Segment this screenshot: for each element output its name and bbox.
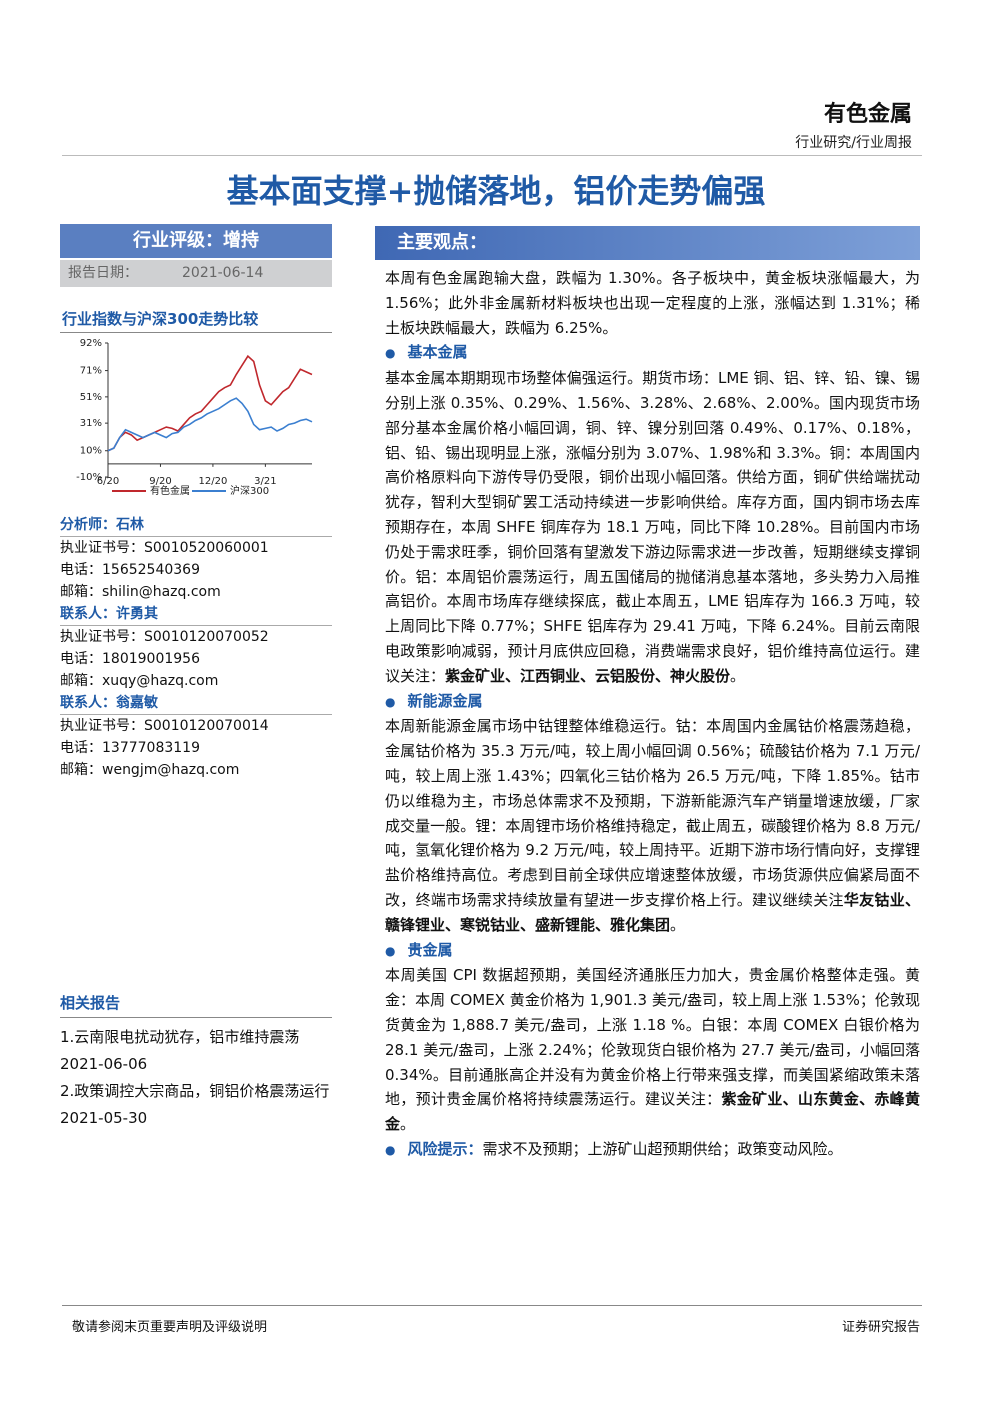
contact-line: 邮箱：shilin@hazq.com xyxy=(60,584,221,600)
legend-label: 有色金属 xyxy=(150,484,190,497)
section-heading: 贵金属 xyxy=(385,938,920,964)
contact-line: 执业证书号：S0010120070052 xyxy=(60,629,269,645)
main-body: 本周有色金属跑输大盘，跌幅为 1.30%。各子板块中，黄金板块涨幅最大，为 1.… xyxy=(385,266,920,1163)
y-tick-label: 71% xyxy=(80,366,102,377)
related-heading: 相关报告 xyxy=(60,990,332,1018)
text-run: 。 xyxy=(670,915,686,934)
text-run: 。 xyxy=(730,666,746,685)
x-tick-label: 3/21 xyxy=(254,476,276,487)
chart: 92% 71% 51% 31% 10% -10%6/20 9/20 12/20 3/21 有色金属… xyxy=(76,338,313,497)
risk-label: 风险提示： xyxy=(385,1140,483,1158)
text-run: 基本金属本期期现市场整体偏强运行。期货市场：LME 铜、铝、锌、铅、镍、锡分别上… xyxy=(385,369,920,685)
text-run: 本周新能源金属市场中钴锂整体维稳运行。钴：本周国内金属钴价格震荡趋稳，金属钴价格… xyxy=(385,717,920,909)
rule xyxy=(60,332,332,333)
related-item: 2.政策调控大宗商品，铜铝价格震荡运行 2021-05-30 xyxy=(60,1082,330,1127)
contacts: 分析师：石林执业证书号：S0010520060001 电话：15652540369… xyxy=(60,514,332,781)
section-heading: 基本金属 xyxy=(385,340,920,366)
rule xyxy=(62,155,922,156)
series-line xyxy=(107,397,313,452)
contact-heading: 分析师：石林 xyxy=(60,514,332,537)
contact-line: 电话：15652540369 xyxy=(60,562,200,578)
footer-right: 证券研究报告 xyxy=(841,1320,920,1335)
y-tick-label: -10% xyxy=(76,472,102,483)
y-tick-label: 92% xyxy=(80,338,102,349)
contact-line: 电话：18019001956 xyxy=(60,651,200,667)
contact-line: 电话：13777083119 xyxy=(60,740,200,756)
category: 有色金属 xyxy=(823,101,912,127)
related-item: 1.云南限电扰动犹存，铝市维持震荡 2021-06-06 xyxy=(60,1028,300,1073)
x-tick-label: 6/20 xyxy=(97,476,119,487)
text-run: 紫金矿业、山东黄金、赤峰黄金 xyxy=(385,1090,920,1134)
section-heading: 新能源金属 xyxy=(385,689,920,715)
date-label: 报告日期： xyxy=(68,265,138,281)
text-run: 华友钴业、赣锋锂业、寒锐钴业、盛新锂能、雅化集团 xyxy=(385,890,920,934)
rule xyxy=(62,1305,922,1306)
footer-left: 敬请参阅末页重要声明及评级说明 xyxy=(72,1320,268,1335)
chart-title: 行业指数与沪深300走势比较 xyxy=(62,310,259,328)
x-tick-label: 9/20 xyxy=(149,476,171,487)
date-value: 2021-06-14 xyxy=(182,265,264,281)
rating: 行业评级：增持 xyxy=(60,224,332,258)
y-tick-label: 10% xyxy=(80,446,102,457)
contact-heading: 联系人：翁嘉敏 xyxy=(60,692,332,715)
x-tick-label: 12/20 xyxy=(199,476,228,487)
main-heading: 主要观点： xyxy=(375,226,920,260)
paragraph: 基本金属本期期现市场整体偏强运行。期货市场：LME 铜、铝、锌、铅、镍、锡分别上… xyxy=(385,366,920,688)
text-run: 。 xyxy=(400,1115,416,1134)
contact-line: 执业证书号：S0010520060001 xyxy=(60,540,269,556)
risk-text: 需求不及预期；上游矿山超预期供给；政策变动风险。 xyxy=(482,1139,843,1158)
contact-line: 邮箱：wengjm@hazq.com xyxy=(60,762,240,778)
related-reports: 相关报告 1.云南限电扰动犹存，铝市维持震荡 2021-06-06 2.政策调控大宗… xyxy=(60,990,332,1132)
report-date: 报告日期： 2021-06-14 xyxy=(60,260,332,287)
text-run: 本周美国 CPI 数据超预期，美国经济通胀压力加大，贵金属价格整体走强。黄金：本… xyxy=(385,966,920,1109)
paragraph: 本周新能源金属市场中钴锂整体维稳运行。钴：本周国内金属钴价格震荡趋稳，金属钴价格… xyxy=(385,714,920,937)
main-heading-text: 主要观点： xyxy=(397,232,487,253)
legend-label: 沪深300 xyxy=(230,484,269,497)
title: 基本面支撑+抛储落地，铝价走势偏强 xyxy=(226,172,766,210)
risk: 风险提示：需求不及预期；上游矿山超预期供给；政策变动风险。 xyxy=(385,1137,920,1163)
series-line xyxy=(107,354,313,452)
y-tick-label: 51% xyxy=(80,392,102,403)
contact-heading: 联系人：许勇其 xyxy=(60,603,332,626)
paragraph: 本周美国 CPI 数据超预期，美国经济通胀压力加大，贵金属价格整体走强。黄金：本… xyxy=(385,963,920,1137)
text-run: 紫金矿业、江西铜业、云铝股份、神火股份 xyxy=(445,666,731,685)
text-run: 本周有色金属跑输大盘，跌幅为 1.30%。各子板块中，黄金板块涨幅最大，为 1.… xyxy=(385,269,920,337)
subtitle: 行业研究/行业周报 xyxy=(795,135,912,151)
contact-line: 执业证书号：S0010120070014 xyxy=(60,718,269,734)
paragraph: 本周有色金属跑输大盘，跌幅为 1.30%。各子板块中，黄金板块涨幅最大，为 1.… xyxy=(385,266,920,340)
contact-line: 邮箱：xuqy@hazq.com xyxy=(60,673,219,689)
y-tick-label: 31% xyxy=(80,418,102,429)
